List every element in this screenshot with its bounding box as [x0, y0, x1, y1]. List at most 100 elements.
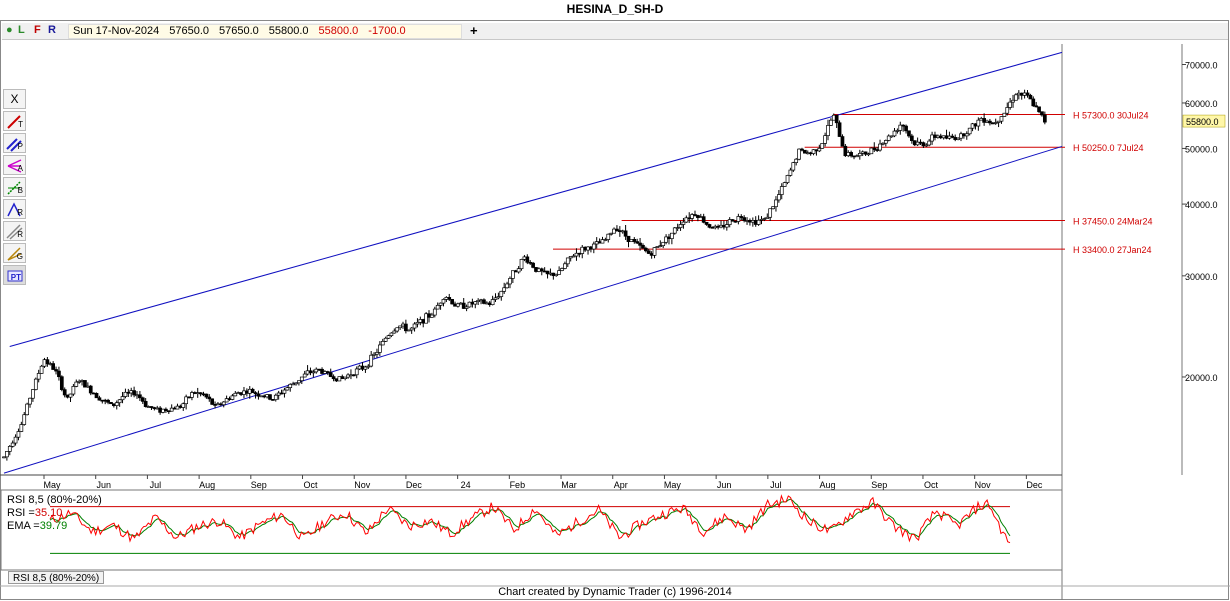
- price-bar-body: [736, 216, 741, 222]
- tab-rsi[interactable]: RSI 8,5 (80%-20%): [8, 571, 104, 584]
- price-bar-body: [742, 217, 747, 221]
- price-bar-body: [123, 391, 128, 397]
- price-bar-body: [224, 398, 229, 403]
- time-tool[interactable]: PT: [3, 265, 26, 285]
- price-bar-body: [294, 382, 298, 385]
- price-bar-body: [473, 301, 478, 305]
- axes-layer: 70000.0 60000.0 50000.0 40000.0 30000.0 20000…: [0, 44, 1230, 600]
- price-bar-body: [670, 232, 674, 240]
- x-tick-label: Oct: [924, 480, 939, 490]
- price-bar-body: [560, 268, 564, 271]
- price-bar-body: [1028, 94, 1033, 100]
- price-bar-body: [106, 399, 110, 403]
- y-tick-label: 70000.0: [1185, 61, 1218, 71]
- x-tick-label: Jun: [717, 480, 732, 490]
- price-bar-body: [652, 247, 657, 256]
- price-bar-body: [502, 287, 507, 292]
- price-bar-body: [1014, 94, 1018, 101]
- price-bar-body: [392, 330, 397, 334]
- price-bar-body: [641, 244, 645, 249]
- ratio-lines-icon: [6, 224, 23, 240]
- close-icon: X: [10, 92, 19, 106]
- fib-tool[interactable]: B: [3, 177, 26, 197]
- quote-open: 57650.0: [169, 25, 209, 37]
- close-tools-button[interactable]: X: [3, 89, 26, 109]
- price-bar-body: [886, 135, 891, 141]
- price-bar-body: [881, 142, 885, 145]
- price-bar-body: [895, 130, 900, 132]
- price-bar-body: [909, 135, 914, 142]
- quote-high: 57650.0: [219, 25, 259, 37]
- fan-icon: [7, 159, 22, 173]
- price-bar-body: [857, 153, 862, 157]
- price-bar-body: [531, 262, 535, 268]
- price-bar-body: [190, 392, 194, 398]
- x-tick-label: 24: [461, 480, 471, 490]
- price-bar-body: [1034, 105, 1039, 108]
- price-bar-body: [901, 124, 906, 127]
- quote-date: Sun 17-Nov-2024: [73, 25, 160, 37]
- price-bar-body: [907, 130, 911, 137]
- price-bar-body: [389, 332, 394, 336]
- price-bar-body: [834, 114, 839, 124]
- price-bar-body: [829, 119, 833, 126]
- price-bar-body: [707, 224, 712, 228]
- price-bar-body: [1002, 112, 1007, 117]
- price-bar-body: [398, 325, 402, 329]
- price-bar-body: [788, 169, 793, 176]
- price-bar-body: [97, 397, 102, 401]
- parallel-lines-tool[interactable]: P: [3, 133, 26, 153]
- rsi-value: 35.10: [34, 507, 63, 519]
- level-label: H 57300.0 30Jul24: [1073, 110, 1149, 120]
- price-bar-body: [892, 130, 897, 137]
- price-bar-body: [299, 376, 304, 382]
- price-bar-body: [591, 243, 596, 250]
- price-bar-body: [1031, 98, 1036, 107]
- price-bar-body: [756, 219, 761, 225]
- quote-low: 55800.0: [268, 25, 309, 37]
- trendline-tool[interactable]: T: [3, 111, 26, 131]
- x-tick-label: Sep: [871, 480, 887, 490]
- price-bar-body: [210, 398, 215, 405]
- price-bar-body: [467, 301, 472, 308]
- price-bar-body: [609, 232, 614, 235]
- mode-f-button[interactable]: F: [34, 24, 41, 36]
- price-bar-body: [930, 134, 934, 142]
- price-bar-body: [1040, 111, 1044, 116]
- fan-tool[interactable]: A: [3, 155, 26, 175]
- price-bar-body: [54, 369, 58, 372]
- price-bar-body: [904, 125, 908, 132]
- time-icon: [7, 270, 23, 282]
- x-tick-label: Mar: [561, 480, 577, 490]
- add-symbol-button[interactable]: +: [470, 23, 478, 38]
- price-bar-body: [366, 365, 371, 368]
- ema-value: 39.79: [39, 520, 68, 532]
- mode-r-button[interactable]: R: [48, 24, 56, 36]
- price-bar-body: [545, 270, 550, 275]
- ratio-tool[interactable]: R: [3, 199, 26, 219]
- price-bar-body: [256, 393, 261, 397]
- price-bar-body: [285, 387, 290, 391]
- price-bar-body: [490, 299, 495, 306]
- price-bar-body: [820, 143, 825, 149]
- price-bar-body: [646, 250, 651, 254]
- ratio-lines-tool[interactable]: R: [3, 221, 26, 241]
- price-bar-body: [354, 368, 359, 376]
- price-bar-body: [1037, 106, 1041, 113]
- price-bar-body: [519, 259, 524, 270]
- price-bar-body: [343, 376, 348, 379]
- gann-tool[interactable]: G: [3, 243, 26, 263]
- price-bar-body: [704, 221, 709, 225]
- price-bar-body: [956, 137, 960, 140]
- price-bar-body: [71, 386, 76, 395]
- price-bar-body: [878, 143, 882, 151]
- price-bar-body: [181, 403, 186, 408]
- price-bar-body: [739, 216, 744, 218]
- price-bar-body: [803, 149, 807, 154]
- x-tick-label: Aug: [199, 480, 215, 490]
- mode-l-button[interactable]: L: [18, 24, 25, 36]
- price-bar-body: [883, 140, 888, 144]
- price-bar-body: [571, 255, 576, 258]
- price-bar-body: [615, 228, 619, 231]
